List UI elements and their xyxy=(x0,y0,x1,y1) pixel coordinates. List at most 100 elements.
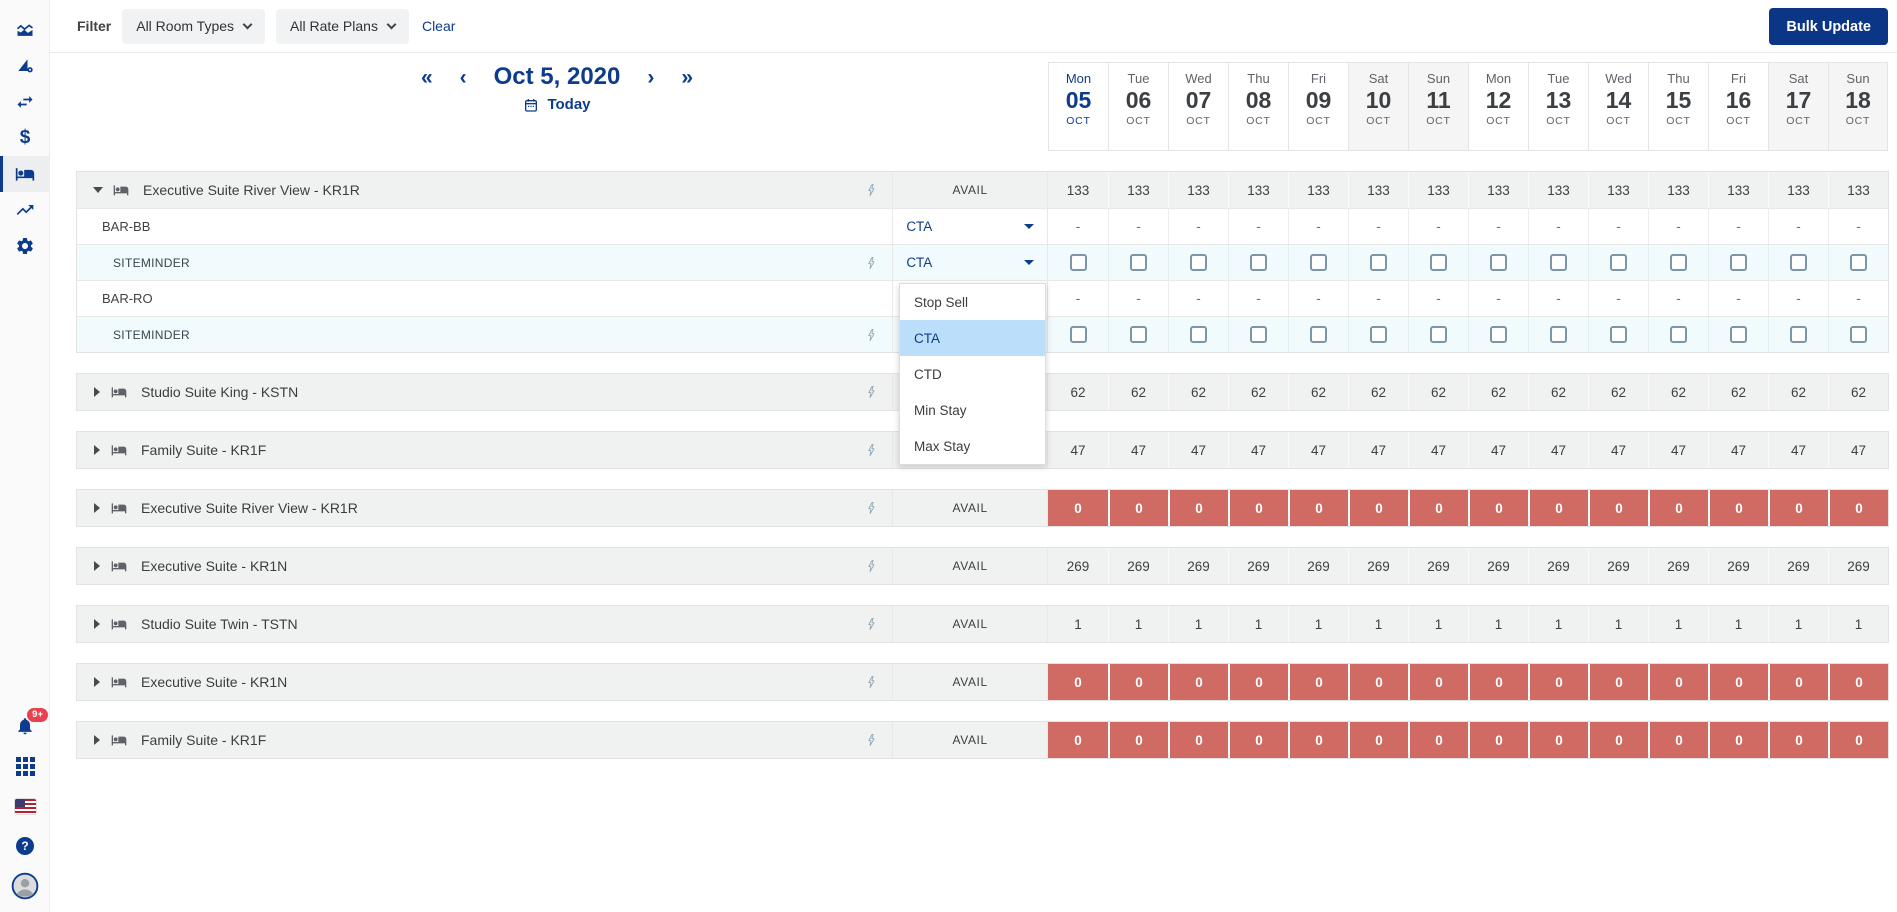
availability-cell[interactable]: 0 xyxy=(1348,664,1408,700)
rate-cell[interactable]: - xyxy=(1768,281,1828,316)
availability-cell[interactable]: 0 xyxy=(1528,490,1588,526)
room-row-header[interactable]: Executive Suite River View - KR1R xyxy=(77,490,892,526)
room-row-header[interactable]: Family Suite - KR1F xyxy=(77,722,892,758)
availability-cell[interactable]: 62 xyxy=(1348,374,1408,410)
availability-cell[interactable]: 133 xyxy=(1348,172,1408,208)
availability-cell[interactable]: 0 xyxy=(1588,490,1648,526)
checkbox-cell[interactable] xyxy=(1528,317,1588,352)
availability-cell[interactable]: 47 xyxy=(1168,432,1228,468)
date-column-header[interactable]: Sat 17 OCT xyxy=(1768,63,1828,150)
availability-cell[interactable]: 133 xyxy=(1588,172,1648,208)
availability-cell[interactable]: 1 xyxy=(1408,606,1468,642)
availability-cell[interactable]: 133 xyxy=(1648,172,1708,208)
prev-day-icon[interactable]: ‹ xyxy=(459,65,467,89)
checkbox[interactable] xyxy=(1550,326,1567,343)
rate-cell[interactable]: - xyxy=(1108,209,1168,244)
availability-cell[interactable]: 0 xyxy=(1108,664,1168,700)
date-column-header[interactable]: Sun 18 OCT xyxy=(1828,63,1888,150)
channel-row-header[interactable]: SITEMINDER xyxy=(77,245,892,280)
availability-cell[interactable]: 62 xyxy=(1828,374,1888,410)
checkbox[interactable] xyxy=(1610,254,1627,271)
availability-cell[interactable]: 1 xyxy=(1588,606,1648,642)
sidebar-item-settings[interactable] xyxy=(0,228,50,264)
availability-cell[interactable]: 0 xyxy=(1828,722,1888,758)
checkbox[interactable] xyxy=(1850,326,1867,343)
availability-cell[interactable]: 47 xyxy=(1408,432,1468,468)
date-column-header[interactable]: Tue 06 OCT xyxy=(1108,63,1168,150)
availability-cell[interactable]: 0 xyxy=(1408,664,1468,700)
availability-cell[interactable]: 47 xyxy=(1648,432,1708,468)
checkbox[interactable] xyxy=(1069,254,1087,271)
date-column-header[interactable]: Sun 11 OCT xyxy=(1408,63,1468,150)
availability-cell[interactable]: 0 xyxy=(1408,722,1468,758)
checkbox-cell[interactable] xyxy=(1108,245,1168,280)
checkbox[interactable] xyxy=(1310,254,1327,271)
checkbox-cell[interactable] xyxy=(1048,245,1108,280)
checkbox-cell[interactable] xyxy=(1828,245,1888,280)
availability-cell[interactable]: 1 xyxy=(1528,606,1588,642)
checkbox-cell[interactable] xyxy=(1288,245,1348,280)
checkbox[interactable] xyxy=(1310,326,1327,343)
checkbox[interactable] xyxy=(1370,254,1387,271)
availability-cell[interactable]: 1 xyxy=(1648,606,1708,642)
expand-icon[interactable] xyxy=(94,677,100,687)
date-column-header[interactable]: Wed 07 OCT xyxy=(1168,63,1228,150)
availability-cell[interactable]: 47 xyxy=(1468,432,1528,468)
availability-cell[interactable]: 62 xyxy=(1468,374,1528,410)
clear-filters-link[interactable]: Clear xyxy=(421,18,456,34)
next-period-icon[interactable]: » xyxy=(681,65,694,89)
availability-cell[interactable]: 0 xyxy=(1468,664,1528,700)
checkbox-cell[interactable] xyxy=(1168,317,1228,352)
availability-cell[interactable]: 0 xyxy=(1828,490,1888,526)
checkbox-cell[interactable] xyxy=(1408,245,1468,280)
prev-period-icon[interactable]: « xyxy=(420,65,433,89)
availability-cell[interactable]: 133 xyxy=(1408,172,1468,208)
bolt-icon[interactable] xyxy=(865,733,880,748)
checkbox[interactable] xyxy=(1250,326,1267,343)
rate-cell[interactable]: - xyxy=(1708,209,1768,244)
availability-cell[interactable]: 269 xyxy=(1228,548,1288,584)
checkbox[interactable] xyxy=(1190,326,1207,343)
rate-cell[interactable]: - xyxy=(1408,209,1468,244)
availability-cell[interactable]: 269 xyxy=(1828,548,1888,584)
checkbox[interactable] xyxy=(1550,254,1567,271)
availability-cell[interactable]: 47 xyxy=(1528,432,1588,468)
room-types-dropdown[interactable]: All Room Types xyxy=(122,8,266,44)
availability-cell[interactable]: 1 xyxy=(1048,606,1108,642)
checkbox[interactable] xyxy=(1250,254,1267,271)
availability-cell[interactable]: 269 xyxy=(1768,548,1828,584)
room-row-header[interactable]: Family Suite - KR1F xyxy=(77,432,892,468)
availability-cell[interactable]: 133 xyxy=(1768,172,1828,208)
menu-item-ctd[interactable]: CTD xyxy=(914,366,942,382)
availability-cell[interactable]: 62 xyxy=(1408,374,1468,410)
checkbox-cell[interactable] xyxy=(1768,317,1828,352)
room-row-header[interactable]: Executive Suite - KR1N xyxy=(77,664,892,700)
availability-cell[interactable]: 62 xyxy=(1108,374,1168,410)
expand-icon[interactable] xyxy=(94,735,100,745)
availability-cell[interactable]: 47 xyxy=(1588,432,1648,468)
availability-cell[interactable]: 0 xyxy=(1228,664,1288,700)
checkbox[interactable] xyxy=(1790,254,1807,271)
availability-cell[interactable]: 0 xyxy=(1588,664,1648,700)
availability-cell[interactable]: 0 xyxy=(1708,722,1768,758)
availability-cell[interactable]: 0 xyxy=(1708,490,1768,526)
availability-cell[interactable]: 0 xyxy=(1588,722,1648,758)
checkbox-cell[interactable] xyxy=(1228,317,1288,352)
availability-cell[interactable]: 0 xyxy=(1468,490,1528,526)
availability-cell[interactable]: 0 xyxy=(1348,490,1408,526)
availability-cell[interactable]: 0 xyxy=(1408,490,1468,526)
availability-cell[interactable]: 269 xyxy=(1348,548,1408,584)
bolt-icon[interactable] xyxy=(865,327,880,342)
availability-cell[interactable]: 133 xyxy=(1708,172,1768,208)
rate-cell[interactable]: - xyxy=(1468,281,1528,316)
checkbox-cell[interactable] xyxy=(1708,245,1768,280)
sidebar-item-analytics[interactable] xyxy=(0,48,50,84)
availability-cell[interactable]: 0 xyxy=(1648,664,1708,700)
checkbox[interactable] xyxy=(1610,326,1627,343)
menu-item-min-stay[interactable]: Min Stay xyxy=(914,402,967,418)
checkbox-cell[interactable] xyxy=(1408,317,1468,352)
availability-cell[interactable]: 1 xyxy=(1468,606,1528,642)
availability-cell[interactable]: 269 xyxy=(1648,548,1708,584)
current-date-title[interactable]: Oct 5, 2020 xyxy=(493,63,621,90)
availability-cell[interactable]: 0 xyxy=(1168,664,1228,700)
